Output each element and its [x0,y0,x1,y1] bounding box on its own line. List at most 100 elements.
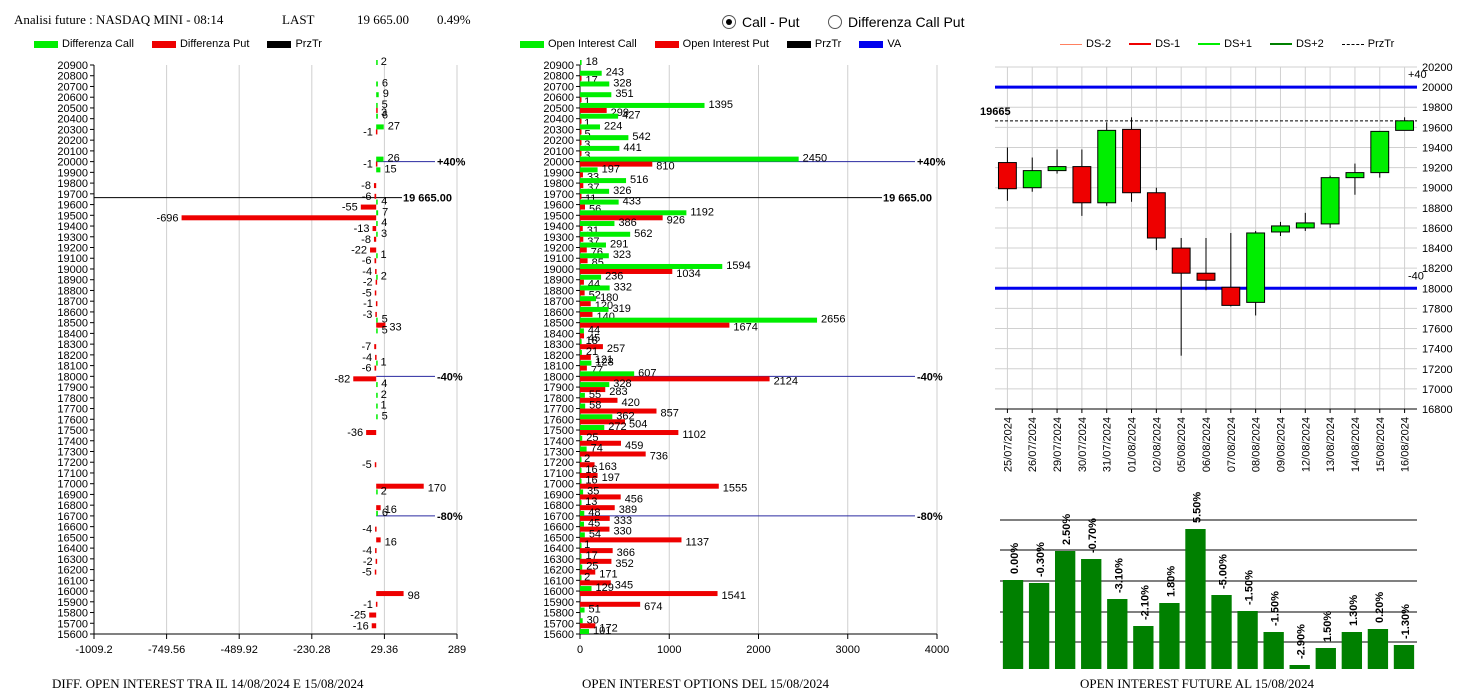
put-bar [580,548,613,554]
call-bar [376,253,378,259]
put-bar-label: 736 [650,450,668,462]
oi-bar-label: -2.10% [1139,585,1151,620]
put-bar-label: 345 [615,579,633,591]
oi-bar-label: -3.10% [1113,558,1125,593]
y-tick-label: 18000 [1422,283,1453,295]
y-tick-label: 20400 [543,114,574,126]
put-bar [580,322,730,328]
candle-body [1047,166,1067,172]
call-bar-label: 1594 [726,260,750,272]
x-tick-label: -749.56 [148,644,185,656]
put-bar [372,226,377,232]
put-bar-label: 3 [381,107,387,119]
call-bar [580,467,582,473]
legend-item: VA [859,38,901,50]
y-tick-label: 16100 [57,575,88,587]
y-tick-label: 15600 [543,629,574,641]
put-bar [376,591,404,597]
put-bar [580,311,593,317]
put-bar-label: 330 [613,526,631,538]
y-tick-label: 20000 [1422,82,1453,94]
put-bar-label: -22 [351,245,367,257]
legend-label: DS-2 [1086,38,1112,50]
call-bar-label: 427 [622,110,640,122]
radio-differenza-label: Differenza Call Put [848,14,965,30]
reference-line-label: -40% [917,371,943,383]
call-bar-label: 1192 [690,206,714,218]
call-bar-label: 5 [382,314,388,326]
oi-bar-label: -1.50% [1270,591,1282,626]
y-tick-label: 20100 [543,146,574,158]
put-bar-label: 1674 [733,322,757,334]
y-tick-label: 16500 [57,532,88,544]
put-bar-label: -696 [157,212,179,224]
y-tick-label: 19200 [57,243,88,255]
candle-body [1271,225,1290,233]
oi-bar-label: -5.00% [1218,554,1230,589]
call-bar-label: 2 [584,453,590,465]
y-tick-label: 18600 [1422,223,1453,235]
last-price-label: 19 665.00 [403,193,452,205]
oi-bar-label: -0.30% [1035,542,1047,577]
put-bar-label: 674 [644,601,662,613]
put-bar-label: 45 [588,332,600,344]
put-bar [375,601,378,607]
y-tick-label: 19800 [57,178,88,190]
call-bar-label: 6 [382,507,388,519]
call-bar-label: 51 [589,604,601,616]
put-bar [580,333,585,339]
legend-line [1129,43,1152,45]
legend-label: PrzTr [295,38,322,50]
call-bar [580,339,582,345]
y-tick-label: 19800 [1422,102,1453,114]
call-bar-label: 5 [382,324,388,336]
put-bar [580,344,603,350]
y-tick-label: 20000 [543,157,574,169]
call-bar-label: 128 [595,357,613,369]
put-bar-label: -8 [361,180,371,192]
y-tick-label: 18600 [543,307,574,319]
y-tick-label: 19200 [543,243,574,255]
candle-body [1196,272,1216,281]
y-tick-label: 19600 [543,200,574,212]
y-tick-label: 16100 [543,575,574,587]
put-bar [580,258,588,264]
call-bar [376,489,378,495]
x-tick-label: 3000 [836,644,860,656]
put-bar [374,344,377,350]
call-bar [580,156,799,162]
legend-item: Differenza Call [34,38,134,50]
call-bar [580,629,590,634]
call-bar-label: 1 [380,249,386,261]
x-tick-label: 29/07/2024 [1052,417,1064,472]
legend-swatch [654,40,679,48]
radio-call-put[interactable]: Call - Put [722,14,800,30]
legend-item: Open Interest Call [520,38,637,50]
call-bar [376,403,378,409]
radio-differenza-call-put[interactable]: Differenza Call Put [828,14,964,30]
y-tick-label: 20400 [57,114,88,126]
put-bar-label: 11 [585,193,596,205]
put-bar [374,569,377,575]
legend-line [1198,43,1221,45]
y-tick-label: 16900 [543,489,574,501]
put-bar [580,150,582,156]
candle-body [1122,128,1141,194]
put-bar [580,537,682,543]
put-bar-label: 456 [625,493,643,505]
put-bar-label: 420 [621,397,639,409]
put-bar-label: 1102 [682,429,706,441]
x-tick-label: 25/07/2024 [1002,417,1014,472]
put-bar-label: -2 [363,277,373,289]
legend-future: DS-2 DS-1 DS+1 DS+2 PrzTr [1060,38,1394,50]
put-bar-label: -4 [362,352,372,364]
y-tick-label: 17700 [543,404,574,416]
y-tick-label: 18900 [57,275,88,287]
y-tick-label: 18900 [543,275,574,287]
y-tick-label: 16000 [57,586,88,598]
legend-label: Open Interest Call [548,38,637,50]
y-tick-label: 16400 [543,543,574,555]
put-bar-label: 5 [584,128,590,140]
call-bar-label: 2 [381,56,387,68]
call-bar-label: 2 [381,389,387,401]
